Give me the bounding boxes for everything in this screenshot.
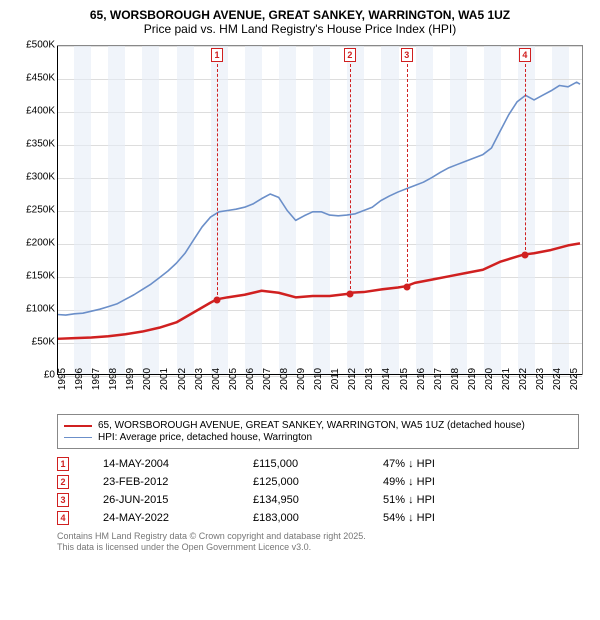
- ytick-label: £450K: [26, 73, 55, 84]
- ytick-label: £100K: [26, 304, 55, 315]
- sale-point: [403, 283, 410, 290]
- legend-item-price-paid: 65, WORSBOROUGH AVENUE, GREAT SANKEY, WA…: [64, 420, 572, 431]
- legend: 65, WORSBOROUGH AVENUE, GREAT SANKEY, WA…: [57, 414, 579, 449]
- ytick-label: £50K: [32, 337, 55, 348]
- chart-area: 1 2 3 4 £0 £50K £100K £150K £200K £250K £300K £350…: [12, 40, 588, 410]
- sales-row-marker: 2: [57, 475, 69, 489]
- sale-marker-line: [217, 64, 218, 300]
- ytick-label: £400K: [26, 106, 55, 117]
- legend-label-price-paid: 65, WORSBOROUGH AVENUE, GREAT SANKEY, WA…: [98, 420, 525, 431]
- sales-row-price: £183,000: [253, 512, 383, 524]
- sales-row-price: £125,000: [253, 476, 383, 488]
- plot-region: 1 2 3 4: [57, 45, 583, 375]
- footer-line1: Contains HM Land Registry data © Crown c…: [57, 531, 588, 542]
- sale-marker-box: 1: [211, 48, 223, 62]
- sales-row: 2 23-FEB-2012£125,00049% ↓ HPI: [57, 475, 579, 489]
- footer-line2: This data is licensed under the Open Gov…: [57, 542, 588, 553]
- sales-row: 4 24-MAY-2022£183,00054% ↓ HPI: [57, 511, 579, 525]
- ytick-label: £300K: [26, 172, 55, 183]
- sales-row: 1 14-MAY-2004£115,00047% ↓ HPI: [57, 457, 579, 471]
- sales-row-vs-hpi: 51% ↓ HPI: [383, 494, 579, 506]
- sale-marker-line: [407, 64, 408, 287]
- sales-row: 3 26-JUN-2015£134,95051% ↓ HPI: [57, 493, 579, 507]
- footer: Contains HM Land Registry data © Crown c…: [57, 531, 588, 554]
- sales-table: 1 14-MAY-2004£115,00047% ↓ HPI 2 23-FEB-201…: [57, 457, 579, 525]
- title-address: 65, WORSBOROUGH AVENUE, GREAT SANKEY, WA…: [12, 8, 588, 22]
- ytick-label: £150K: [26, 271, 55, 282]
- sale-point: [214, 297, 221, 304]
- sales-row-vs-hpi: 47% ↓ HPI: [383, 458, 579, 470]
- sales-row-marker: 4: [57, 511, 69, 525]
- sale-marker-box: 2: [344, 48, 356, 62]
- ytick-label: £0: [44, 370, 55, 381]
- sale-marker-line: [525, 64, 526, 255]
- legend-swatch-hpi: [64, 437, 92, 438]
- ytick-label: £200K: [26, 238, 55, 249]
- legend-label-hpi: HPI: Average price, detached house, Warr…: [98, 432, 312, 443]
- xtick-label: 2025: [569, 368, 600, 390]
- y-axis-line: [57, 46, 58, 375]
- sale-marker-box: 3: [401, 48, 413, 62]
- chart-container: 65, WORSBOROUGH AVENUE, GREAT SANKEY, WA…: [0, 0, 600, 620]
- sales-row-date: 14-MAY-2004: [103, 458, 253, 470]
- sales-row-marker: 1: [57, 457, 69, 471]
- sale-point: [346, 290, 353, 297]
- ytick-label: £250K: [26, 205, 55, 216]
- title-subtitle: Price paid vs. HM Land Registry's House …: [12, 22, 588, 36]
- chart-lines: [57, 46, 582, 375]
- legend-swatch-price-paid: [64, 425, 92, 427]
- sale-marker-box: 4: [519, 48, 531, 62]
- sales-row-price: £115,000: [253, 458, 383, 470]
- sale-point: [521, 252, 528, 259]
- title-block: 65, WORSBOROUGH AVENUE, GREAT SANKEY, WA…: [12, 8, 588, 36]
- sales-row-vs-hpi: 54% ↓ HPI: [383, 512, 579, 524]
- sales-row-date: 24-MAY-2022: [103, 512, 253, 524]
- ytick-label: £500K: [26, 40, 55, 51]
- sales-row-marker: 3: [57, 493, 69, 507]
- ytick-label: £350K: [26, 139, 55, 150]
- sales-row-vs-hpi: 49% ↓ HPI: [383, 476, 579, 488]
- sales-row-price: £134,950: [253, 494, 383, 506]
- sales-row-date: 26-JUN-2015: [103, 494, 253, 506]
- sale-marker-line: [350, 64, 351, 294]
- legend-item-hpi: HPI: Average price, detached house, Warr…: [64, 432, 572, 443]
- sales-row-date: 23-FEB-2012: [103, 476, 253, 488]
